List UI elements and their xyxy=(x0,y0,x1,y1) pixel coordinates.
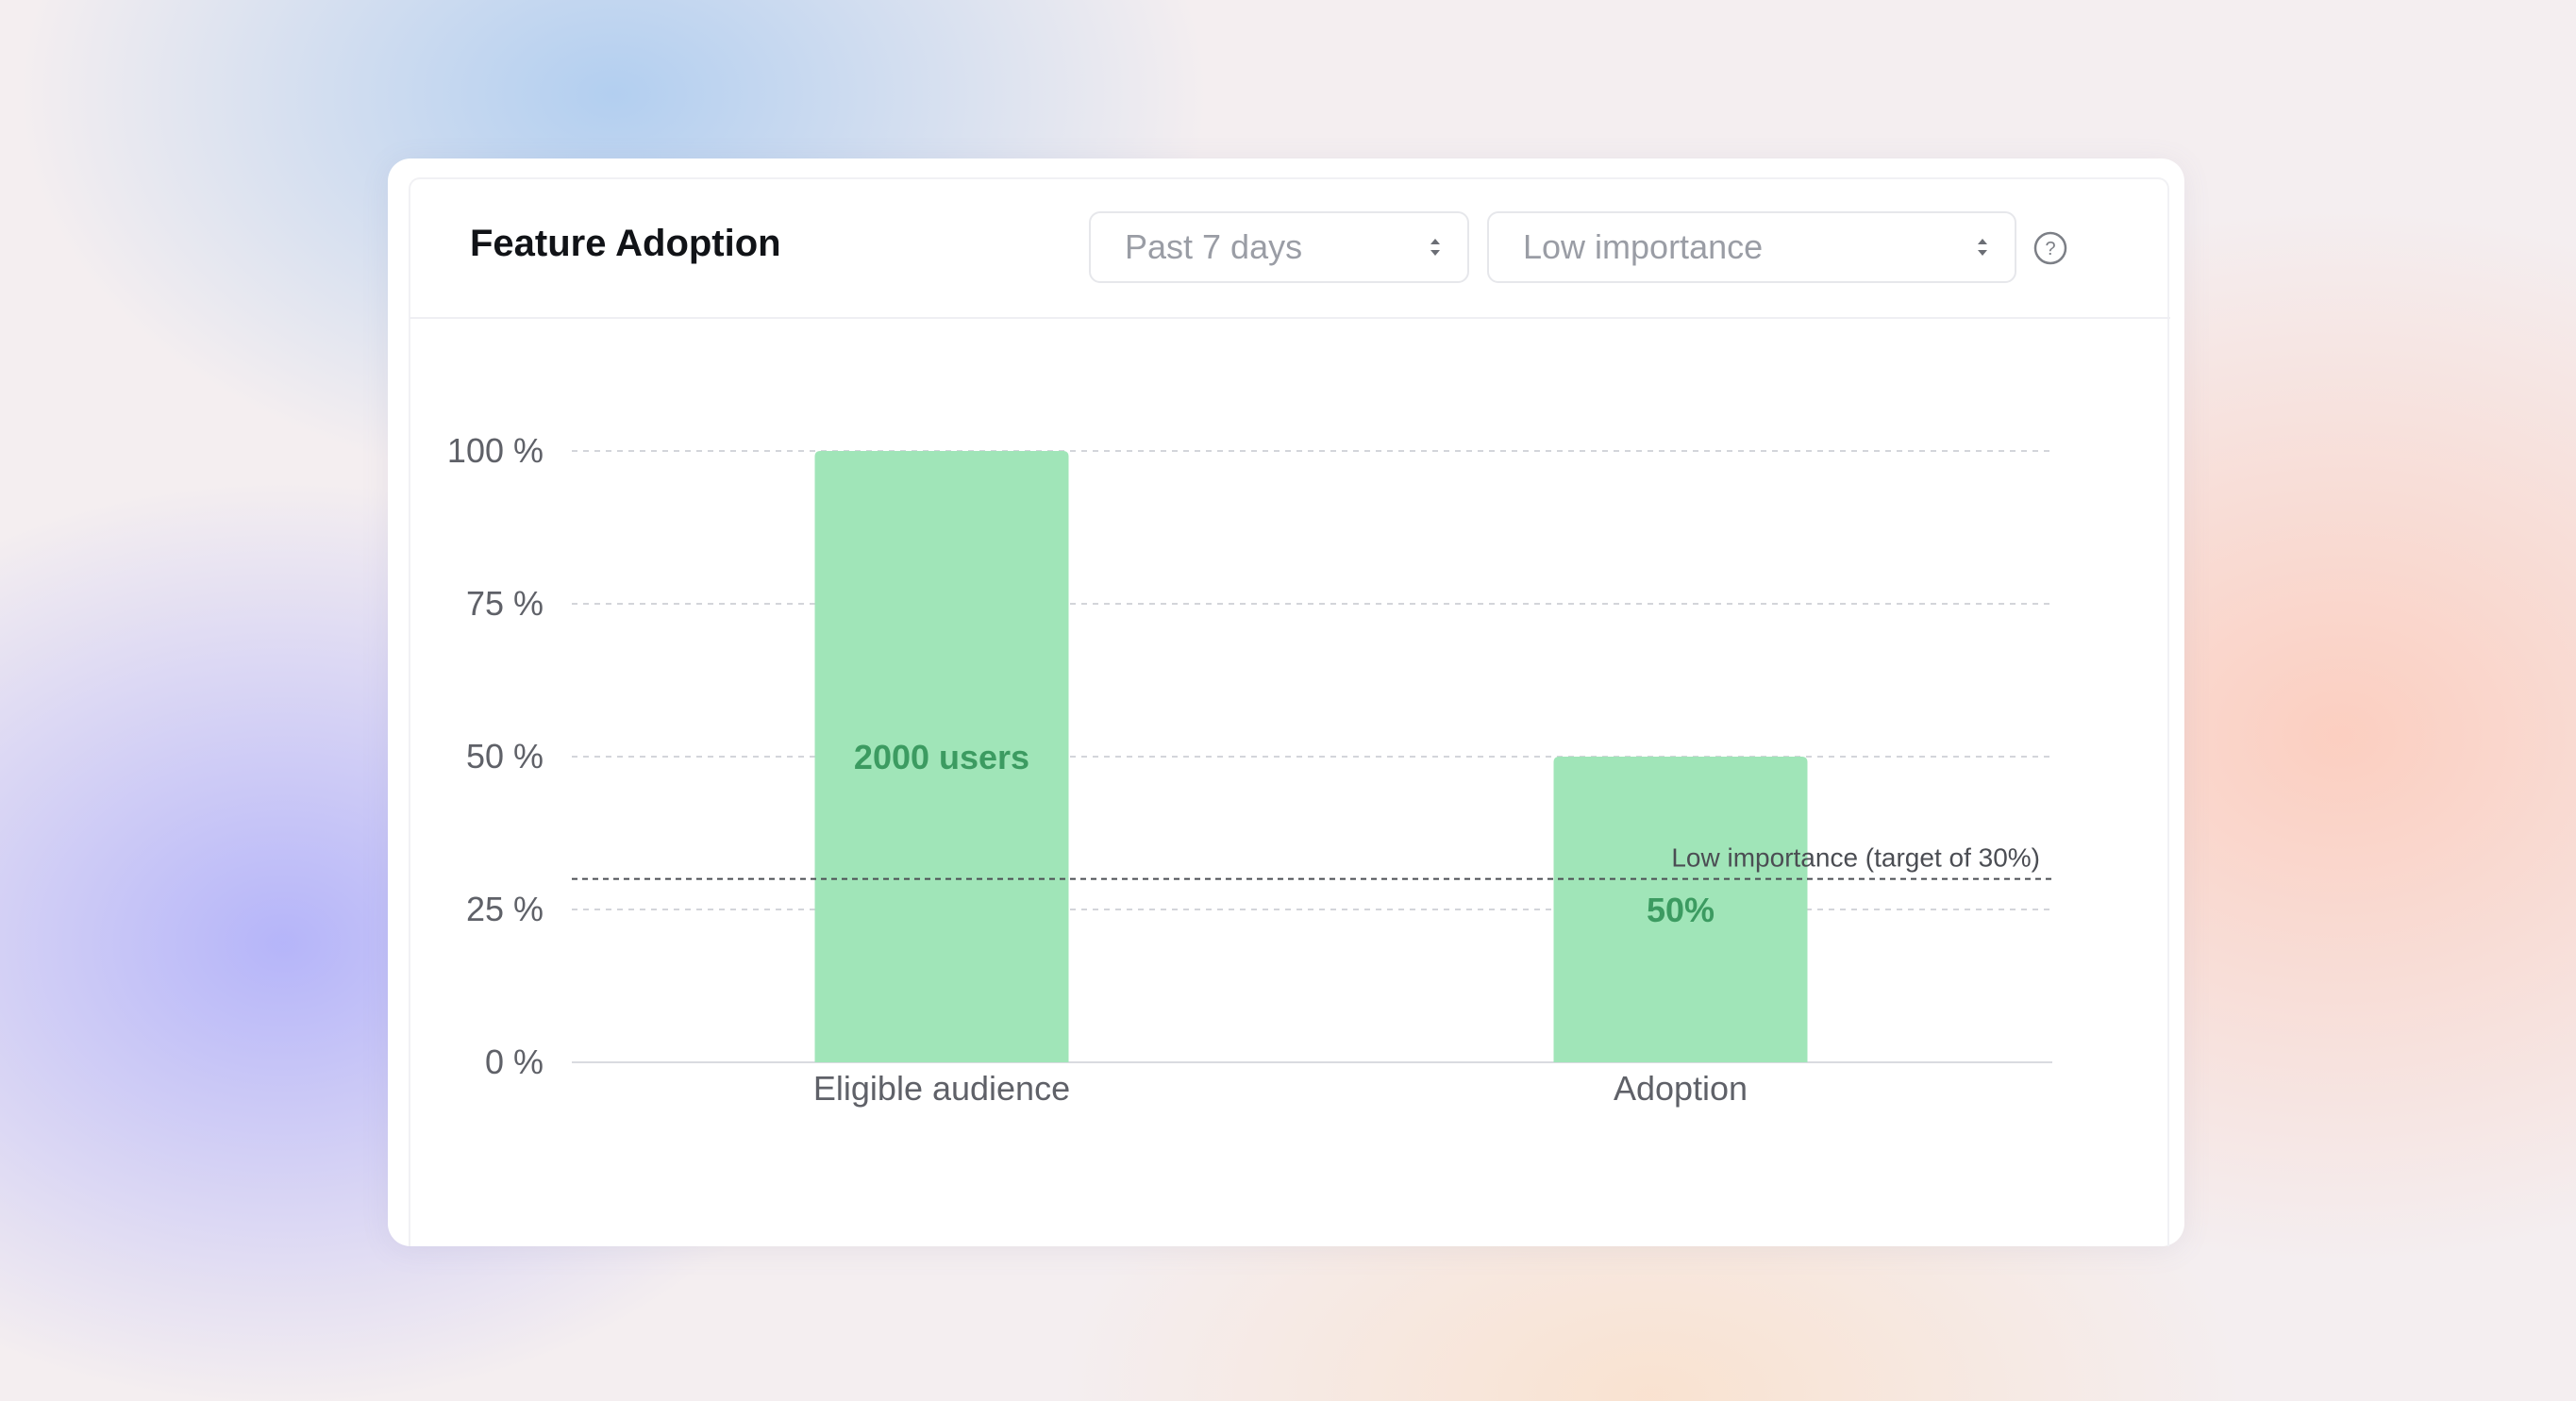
time-range-value: Past 7 days xyxy=(1125,227,1303,266)
y-tick-label: 0 % xyxy=(485,1042,544,1081)
header-divider xyxy=(410,317,2170,319)
target-line-label: Low importance (target of 30%) xyxy=(1671,843,2040,873)
widget-title: Feature Adoption xyxy=(470,223,781,264)
importance-value: Low importance xyxy=(1523,227,1764,266)
y-tick-label: 25 % xyxy=(466,890,544,928)
y-tick-label: 100 % xyxy=(447,431,544,470)
bar xyxy=(1553,757,1808,1062)
svg-text:?: ? xyxy=(2045,239,2055,259)
x-tick-label: Eligible audience xyxy=(813,1069,1070,1108)
select-arrows-icon xyxy=(1430,239,1440,256)
time-range-select[interactable]: Past 7 days xyxy=(1089,211,1469,283)
bar-data-label: 50% xyxy=(1647,891,1715,929)
bar-data-label: 2000 users xyxy=(854,738,1029,776)
importance-select[interactable]: Low importance xyxy=(1487,211,2016,283)
bar xyxy=(814,451,1069,1062)
y-tick-label: 50 % xyxy=(466,737,544,776)
select-arrows-icon xyxy=(1978,239,1987,256)
question-circle-icon[interactable]: ? xyxy=(2033,231,2067,265)
y-tick-label: 75 % xyxy=(466,584,544,623)
card-inner-border xyxy=(409,177,2169,1246)
feature-adoption-card xyxy=(388,158,2184,1246)
x-tick-label: Adoption xyxy=(1614,1069,1748,1108)
